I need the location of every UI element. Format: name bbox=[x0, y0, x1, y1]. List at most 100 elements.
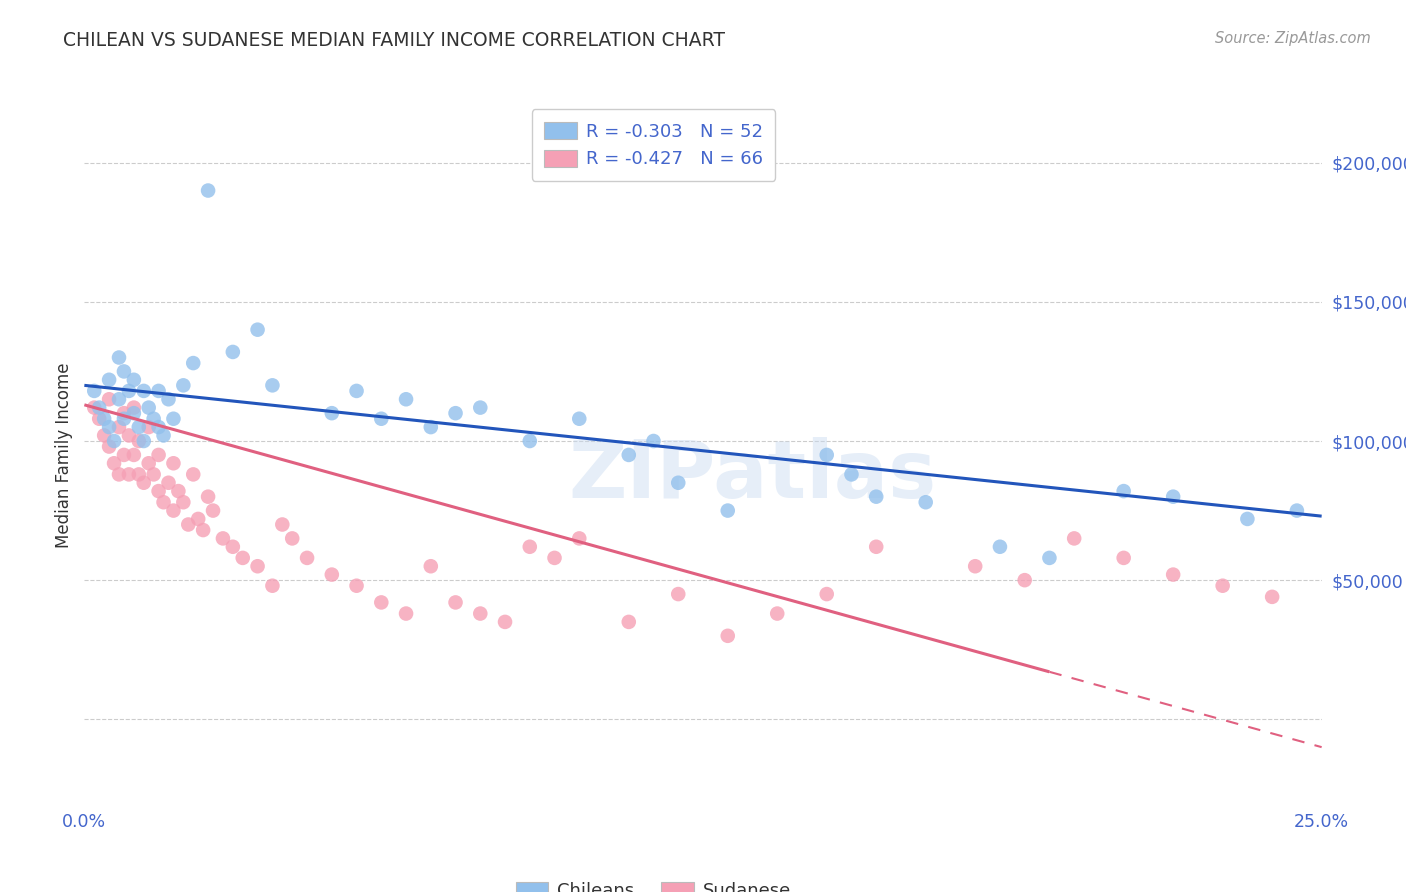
Point bbox=[142, 411, 165, 425]
Point bbox=[128, 420, 150, 434]
Point bbox=[470, 401, 492, 415]
Point bbox=[122, 448, 145, 462]
Point bbox=[162, 456, 184, 470]
Point bbox=[138, 456, 160, 470]
Point bbox=[122, 401, 145, 415]
Point bbox=[617, 448, 640, 462]
Point bbox=[617, 615, 640, 629]
Point bbox=[1212, 579, 1234, 593]
Point bbox=[98, 373, 121, 387]
Point bbox=[132, 434, 155, 448]
Point bbox=[89, 401, 111, 415]
Point bbox=[167, 484, 190, 499]
Point bbox=[103, 456, 125, 470]
Point bbox=[152, 495, 174, 509]
Point bbox=[222, 540, 245, 554]
Point bbox=[865, 490, 887, 504]
Point bbox=[568, 532, 591, 546]
Point bbox=[519, 434, 541, 448]
Point bbox=[395, 392, 418, 407]
Point bbox=[519, 540, 541, 554]
Point bbox=[321, 567, 343, 582]
Point bbox=[815, 587, 838, 601]
Point bbox=[162, 503, 184, 517]
Point bbox=[122, 406, 145, 420]
Point bbox=[132, 475, 155, 490]
Point bbox=[470, 607, 492, 621]
Point bbox=[1038, 550, 1060, 565]
Point bbox=[157, 475, 180, 490]
Point bbox=[1112, 484, 1135, 499]
Point bbox=[103, 434, 125, 448]
Point bbox=[643, 434, 665, 448]
Text: ZIPatlas: ZIPatlas bbox=[568, 437, 936, 515]
Point bbox=[295, 550, 318, 565]
Point bbox=[148, 484, 170, 499]
Point bbox=[181, 467, 204, 482]
Point bbox=[666, 475, 689, 490]
Point bbox=[118, 384, 141, 398]
Point bbox=[93, 428, 115, 442]
Point bbox=[118, 428, 141, 442]
Point bbox=[197, 490, 219, 504]
Point bbox=[1112, 550, 1135, 565]
Point bbox=[766, 607, 789, 621]
Point bbox=[128, 434, 150, 448]
Point bbox=[444, 595, 467, 609]
Point bbox=[191, 523, 214, 537]
Point bbox=[1161, 567, 1184, 582]
Point bbox=[568, 411, 591, 425]
Point bbox=[108, 420, 131, 434]
Point bbox=[93, 411, 115, 425]
Point bbox=[138, 401, 160, 415]
Point bbox=[142, 467, 165, 482]
Point bbox=[815, 448, 838, 462]
Text: CHILEAN VS SUDANESE MEDIAN FAMILY INCOME CORRELATION CHART: CHILEAN VS SUDANESE MEDIAN FAMILY INCOME… bbox=[63, 31, 725, 50]
Point bbox=[108, 351, 131, 365]
Point bbox=[1285, 503, 1308, 517]
Point bbox=[197, 184, 219, 198]
Point bbox=[370, 411, 392, 425]
Point bbox=[152, 428, 174, 442]
Point bbox=[172, 495, 194, 509]
Point bbox=[187, 512, 209, 526]
Point bbox=[346, 384, 368, 398]
Point bbox=[122, 373, 145, 387]
Point bbox=[128, 467, 150, 482]
Point bbox=[112, 406, 135, 420]
Point bbox=[444, 406, 467, 420]
Point bbox=[965, 559, 987, 574]
Point bbox=[865, 540, 887, 554]
Point bbox=[108, 467, 131, 482]
Point bbox=[717, 629, 740, 643]
Point bbox=[370, 595, 392, 609]
Point bbox=[89, 411, 111, 425]
Point bbox=[395, 607, 418, 621]
Point bbox=[98, 392, 121, 407]
Point bbox=[271, 517, 294, 532]
Point bbox=[1014, 573, 1036, 587]
Y-axis label: Median Family Income: Median Family Income bbox=[55, 362, 73, 548]
Point bbox=[717, 503, 740, 517]
Point bbox=[246, 559, 269, 574]
Point bbox=[246, 323, 269, 337]
Point bbox=[98, 440, 121, 454]
Point bbox=[181, 356, 204, 370]
Point bbox=[419, 559, 441, 574]
Point bbox=[148, 420, 170, 434]
Point bbox=[108, 392, 131, 407]
Point bbox=[112, 411, 135, 425]
Point bbox=[262, 378, 284, 392]
Point bbox=[212, 532, 235, 546]
Point bbox=[132, 384, 155, 398]
Text: Source: ZipAtlas.com: Source: ZipAtlas.com bbox=[1215, 31, 1371, 46]
Point bbox=[202, 503, 225, 517]
Point bbox=[346, 579, 368, 593]
Point bbox=[177, 517, 200, 532]
Point bbox=[222, 345, 245, 359]
Point bbox=[321, 406, 343, 420]
Legend: Chileans, Sudanese: Chileans, Sudanese bbox=[509, 874, 799, 892]
Point bbox=[162, 411, 184, 425]
Point bbox=[138, 420, 160, 434]
Point bbox=[1161, 490, 1184, 504]
